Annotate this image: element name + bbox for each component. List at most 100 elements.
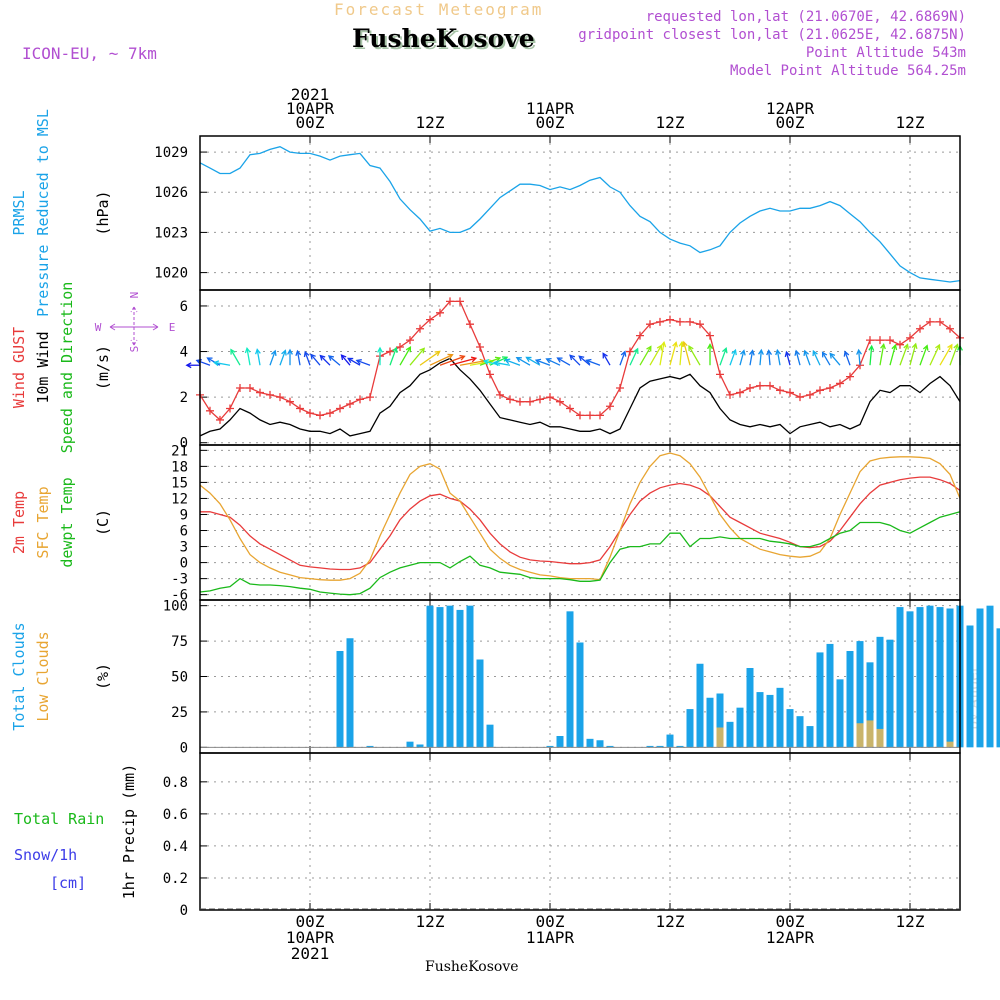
cloud-bar-total xyxy=(886,639,894,748)
panel-4: 0 0.2 0.4 0.6 0.8 1hr Precip (mm) Total Rain Sn… xyxy=(14,752,961,919)
gust-marker xyxy=(706,331,714,340)
gust-marker xyxy=(506,395,514,404)
gust-marker xyxy=(916,324,924,333)
model-altitude: Model Point Altitude 564.25m xyxy=(729,63,966,79)
wind-arrow xyxy=(230,349,241,366)
wind-arrow xyxy=(389,347,397,366)
wind-arrow-head xyxy=(812,349,818,357)
gust-marker xyxy=(626,347,634,356)
gust-marker xyxy=(796,393,804,402)
time-label-bottom: 11APR xyxy=(526,928,575,947)
y-tick-label: 1023 xyxy=(154,225,188,241)
wind-arrow-head xyxy=(821,351,828,358)
wind-arrow-head xyxy=(447,353,454,360)
gust-marker xyxy=(646,320,654,329)
wind-arrow xyxy=(505,359,521,366)
cloud-bar-total xyxy=(986,605,994,748)
cloud-bar-total xyxy=(666,734,674,748)
wind-arrow-head xyxy=(646,345,652,352)
gust-marker xyxy=(786,388,794,397)
cloud-bar-total xyxy=(736,707,744,748)
wind-arrow xyxy=(296,350,301,366)
wind-arrow xyxy=(949,344,959,366)
cloud-bar-total xyxy=(576,642,584,748)
wind-arrow-head xyxy=(880,343,886,350)
gust-marker xyxy=(586,411,594,420)
time-label-top: 10APR xyxy=(286,99,335,118)
wind-arrow-head xyxy=(784,350,791,358)
cloud-bar-total xyxy=(456,609,464,748)
gust-marker xyxy=(836,379,844,388)
compass-ns-arrow xyxy=(130,306,138,346)
wind-arrow xyxy=(858,350,861,366)
gust-marker xyxy=(456,297,464,306)
gust-marker xyxy=(416,324,424,333)
cloud-bar-total xyxy=(796,716,804,748)
cloud-bar-total xyxy=(486,724,494,748)
wind-arrow-head xyxy=(660,341,667,348)
y-tick-label: 100 xyxy=(163,599,188,615)
y-tick-label: 6 xyxy=(180,299,188,315)
cloud-bar-total xyxy=(746,668,754,748)
wind-arrow-head xyxy=(515,356,522,363)
compass-w: W xyxy=(95,321,102,334)
panel-3: 0 25 50 75 100 Total Clouds Low Clouds (%) xyxy=(10,599,1000,756)
cloud-bar-total xyxy=(426,605,434,748)
wind-arrow xyxy=(516,357,531,366)
wind-arrow xyxy=(459,360,485,366)
cloud-bar-total xyxy=(646,745,654,748)
wind-arrow xyxy=(214,361,231,366)
y-tick-label: 1020 xyxy=(154,266,188,282)
wind-arrow-head xyxy=(347,357,354,364)
wind-arrow xyxy=(822,352,831,366)
time-label-top: 11APR xyxy=(526,99,575,118)
cloud-bar-total xyxy=(916,607,924,748)
wind-arrow xyxy=(759,350,762,366)
wind-arrow-head xyxy=(843,350,850,357)
cloud-bar-total xyxy=(566,611,574,748)
gust-marker xyxy=(256,388,264,397)
wind-arrow xyxy=(804,350,811,366)
gust-marker xyxy=(296,404,304,413)
y-tick-label: 2 xyxy=(180,390,188,406)
wind-arrow xyxy=(729,349,737,366)
series-line-tsfc xyxy=(199,452,961,581)
wind-arrow-head xyxy=(206,357,213,363)
y-tick-label: 0 xyxy=(180,556,188,572)
wind-arrow-head xyxy=(303,350,310,358)
cloud-bar-total xyxy=(766,694,774,748)
cloud-bar-total xyxy=(846,651,854,748)
compass-s: S xyxy=(128,346,141,353)
wind-arrow xyxy=(829,353,841,366)
gust-marker xyxy=(686,317,694,326)
cloud-bar-total xyxy=(476,659,484,748)
wind-arrow xyxy=(319,355,331,366)
wind-arrow xyxy=(256,349,261,366)
wind-arrow-head xyxy=(504,358,511,365)
y-tick-label: 50 xyxy=(171,670,188,686)
gust-marker xyxy=(486,370,494,379)
gust-marker xyxy=(596,411,604,420)
panel-frame xyxy=(199,752,961,911)
gust-marker xyxy=(776,386,784,395)
gust-marker xyxy=(216,415,224,424)
wind-arrow-head xyxy=(868,344,875,351)
series-line-0 xyxy=(199,146,961,283)
time-label-bottom: 12Z xyxy=(656,912,685,931)
wind-arrow xyxy=(557,357,571,366)
cloud-bar-total xyxy=(346,638,354,748)
wind-arrow-head xyxy=(620,350,627,357)
gust-marker xyxy=(206,406,214,415)
wind-arrow-head xyxy=(419,347,426,354)
cloud-bar-low xyxy=(856,723,864,748)
wind-arrow xyxy=(494,361,511,366)
cloud-bar-total xyxy=(546,745,554,748)
gust-marker xyxy=(696,320,704,329)
time-label-top: 12Z xyxy=(416,113,445,132)
y-tick-label: 18 xyxy=(171,459,188,475)
wind-arrow-head xyxy=(185,362,192,369)
time-label-bottom: 00Z xyxy=(296,912,325,931)
gust-marker xyxy=(736,388,744,397)
wind-arrow xyxy=(341,354,351,366)
gust-marker xyxy=(826,384,834,393)
